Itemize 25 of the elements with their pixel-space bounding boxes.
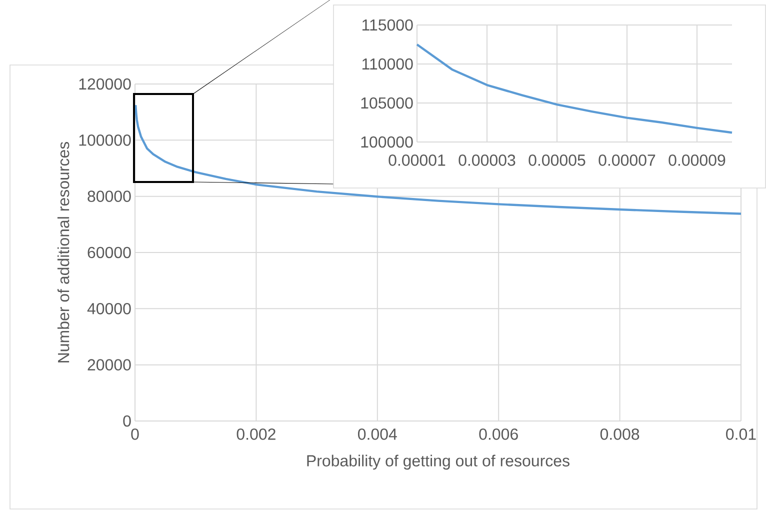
x-tick-label: 0.00009 [668, 154, 726, 166]
x-tick-label: 0.00007 [598, 154, 656, 166]
x-tick-label: 0.006 [479, 428, 518, 440]
x-tick-label: 0.00005 [528, 154, 586, 166]
x-axis-title: Probability of getting out of resources [307, 454, 570, 470]
x-tick-label: 0.00003 [458, 154, 516, 166]
x-tick-label: 0.00001 [388, 154, 446, 166]
x-tick-label: 0.008 [600, 428, 640, 440]
y-tick-label: 120000 [79, 78, 131, 90]
y-axis-title: Number of additional resources [57, 142, 70, 362]
line-series [416, 43, 734, 134]
y-tick-label: 60000 [88, 246, 131, 258]
y-tick-label: 0 [123, 415, 131, 427]
y-tick-label: 40000 [87, 302, 131, 314]
x-tick-label: 0 [131, 428, 139, 440]
x-tick-label: 0.002 [236, 428, 276, 440]
y-tick-label: 100000 [79, 134, 131, 146]
x-tick-label: 0.004 [358, 428, 397, 440]
y-tick-label: 100000 [361, 136, 413, 148]
y-tick-label: 110000 [362, 58, 413, 70]
y-tick-label: 105000 [361, 97, 413, 109]
x-tick-label: 0.01 [726, 428, 756, 440]
y-tick-label: 20000 [88, 359, 131, 370]
y-tick-label: 80000 [88, 190, 131, 202]
y-tick-label: 115000 [362, 19, 413, 31]
